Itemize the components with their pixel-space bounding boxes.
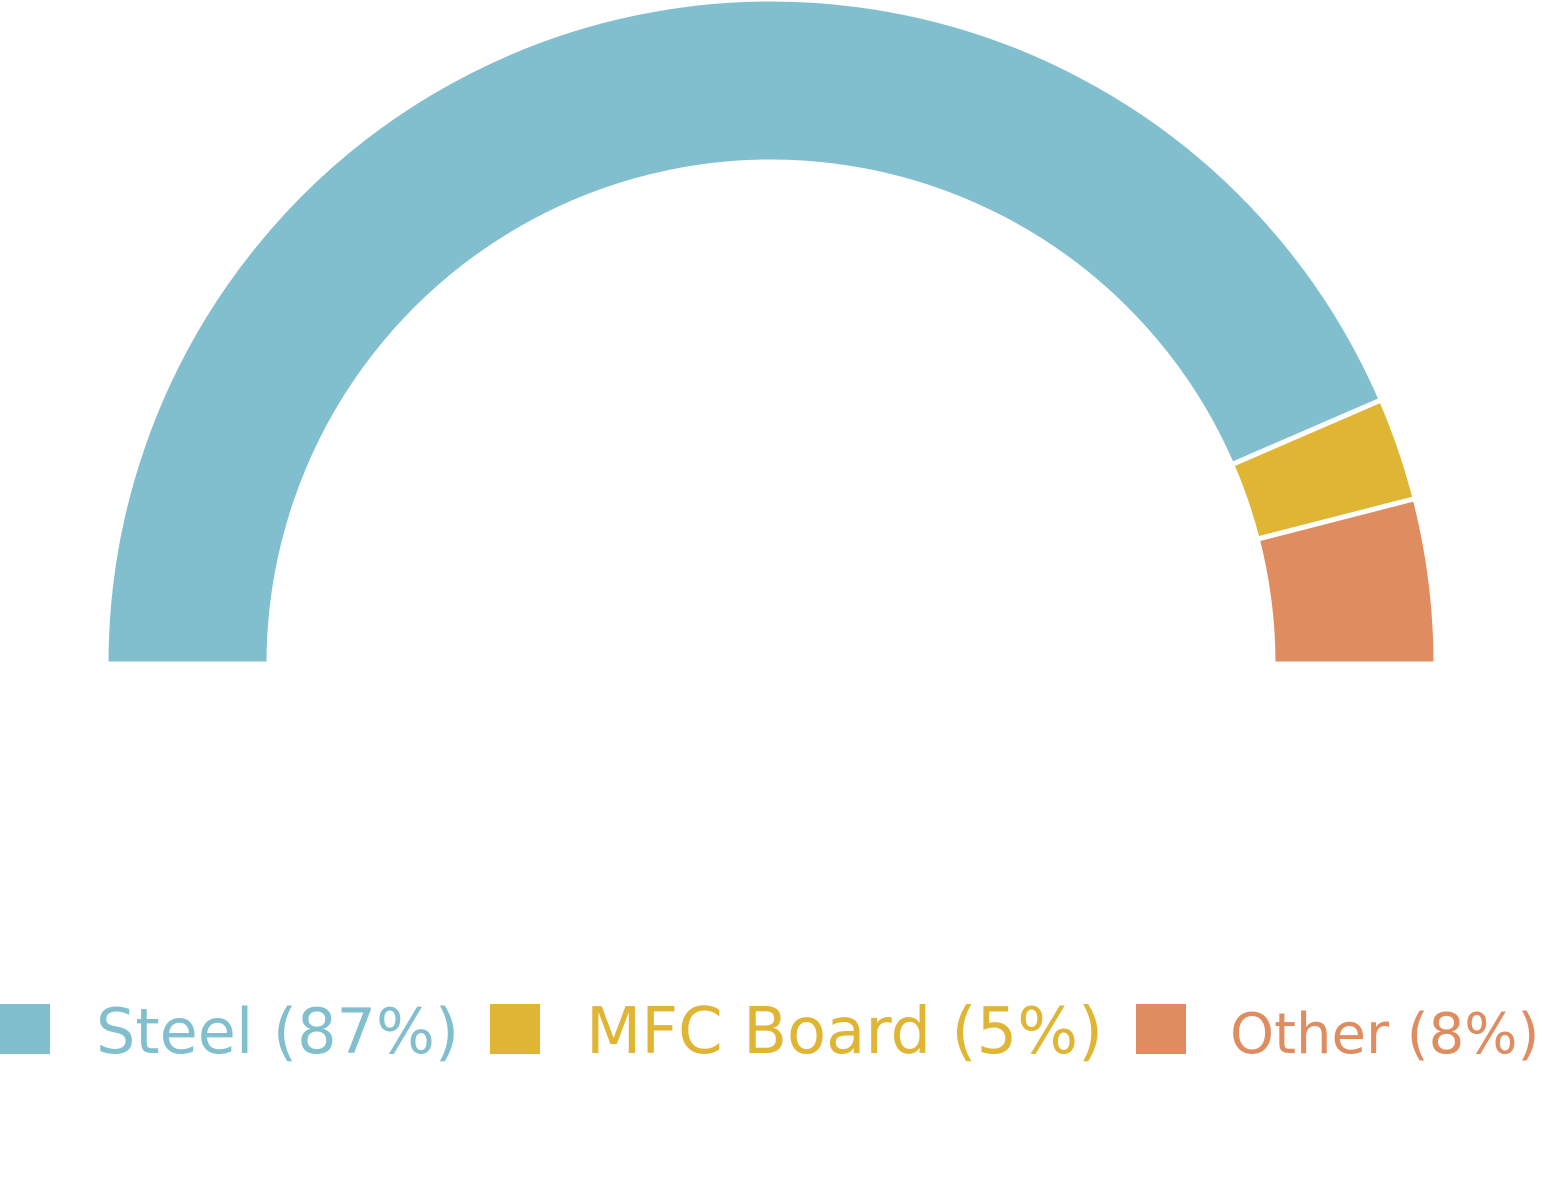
slice-steel	[103, 0, 1385, 667]
chart-slices	[103, 0, 1439, 667]
legend-label-steel: Steel (87%)	[96, 995, 459, 1068]
legend-label-mfc: MFC Board (5%)	[586, 995, 1103, 1069]
legend-label-other: Other (8%)	[1230, 1002, 1539, 1067]
legend-swatch-mfc	[490, 1004, 540, 1054]
chart-legend: Steel (87%) MFC Board (5%) Other (8%)	[0, 995, 1539, 1069]
legend-swatch-steel	[0, 1004, 50, 1054]
slice-other	[1254, 495, 1439, 667]
legend-swatch-other	[1136, 1004, 1186, 1054]
